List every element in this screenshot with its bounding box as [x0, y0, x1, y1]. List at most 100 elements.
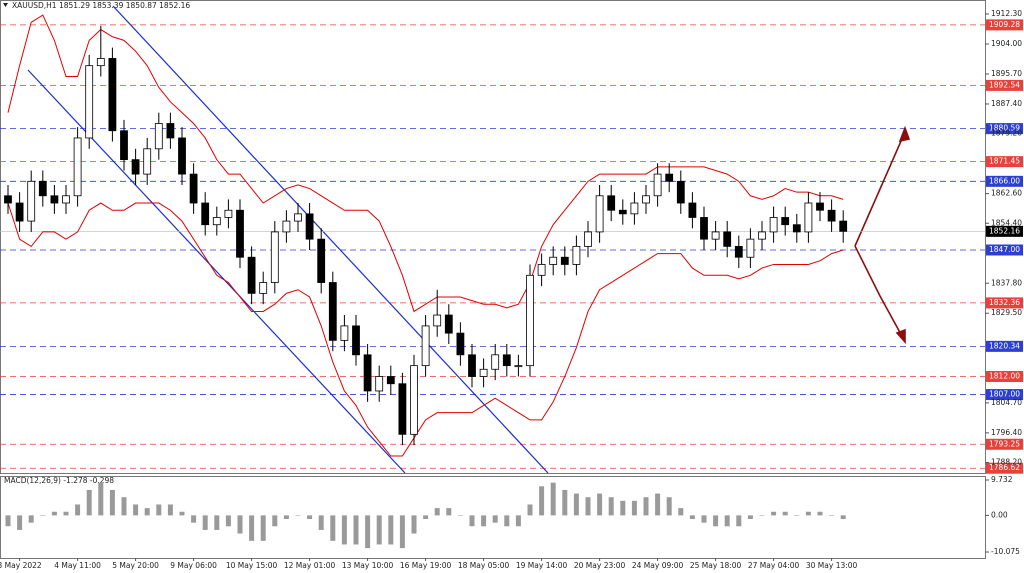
x-tick-label: 19 May 14:00 [516, 561, 568, 570]
level-box [986, 438, 1023, 450]
y-tick-label: 1879.20 [991, 129, 1022, 138]
macd-bar [202, 515, 208, 530]
macd-bar [225, 515, 231, 527]
macd-bar [411, 515, 417, 534]
macd-bar [63, 511, 69, 516]
macd-bar [446, 508, 452, 516]
macd-bar [539, 486, 545, 516]
macd-bar [423, 515, 429, 520]
macd-bar [515, 515, 521, 527]
candle-body [4, 195, 12, 204]
candle-body [62, 195, 70, 204]
x-tick-label: 16 May 19:00 [400, 561, 452, 570]
candle-body [618, 209, 627, 215]
candle-body [236, 209, 244, 258]
macd-bar [330, 515, 336, 541]
macd-bar [829, 515, 835, 516]
candle-body [456, 332, 465, 356]
macd-bar [75, 504, 81, 516]
macd-panel [0, 476, 986, 559]
macd-bar [492, 515, 498, 523]
candle-body [804, 202, 813, 233]
candle-body [676, 180, 685, 204]
macd-bar [608, 497, 614, 516]
candle-body [375, 376, 384, 392]
x-tick-label: 12 May 01:00 [284, 561, 336, 570]
x-tick-label: 25 May 18:00 [690, 561, 742, 570]
candle-body [479, 368, 488, 377]
candle-body [734, 245, 743, 258]
level-box [986, 156, 1023, 168]
macd-tick-label: 9.732 [991, 475, 1013, 484]
header-icon [3, 3, 8, 7]
candle-body [50, 195, 59, 204]
level-box [986, 297, 1023, 309]
candle-body [595, 195, 604, 233]
candle-body [27, 180, 36, 222]
level-box [986, 19, 1023, 31]
macd-bar [353, 515, 359, 545]
macd-bar [840, 515, 846, 520]
x-tick-label: 10 May 15:00 [226, 561, 278, 570]
channel-line [27, 69, 406, 474]
y-tick-label: 1912.30 [991, 9, 1022, 18]
main-panel [0, 0, 986, 474]
macd-bar [318, 515, 324, 530]
macd-bar [689, 515, 695, 520]
y-tick-label: 1829.50 [991, 308, 1022, 317]
macd-bar [272, 515, 278, 527]
x-tick-label: 3 May 2022 [0, 561, 42, 570]
macd-bar [295, 515, 301, 516]
candle-body [212, 217, 221, 226]
macd-bar [481, 515, 487, 527]
macd-bar [678, 508, 684, 516]
macd-bar [713, 515, 719, 527]
chart-header: XAUUSD,H1 1851.29 1853.39 1850.87 1852.1… [12, 1, 190, 10]
x-tick-label: 30 May 13:00 [806, 561, 858, 570]
y-tick-label: 1904.00 [991, 39, 1022, 48]
macd-bar [736, 515, 742, 527]
candle-body [259, 282, 268, 294]
y-tick-label: 1788.20 [991, 458, 1022, 467]
candle-body [38, 180, 47, 197]
candle-body [178, 137, 186, 175]
candle-body [502, 354, 511, 367]
level-label: 1786.62 [989, 463, 1020, 472]
level-label: 1832.36 [989, 298, 1020, 307]
candle-body [572, 245, 581, 265]
level-box [986, 175, 1023, 187]
level-label: 1812.00 [989, 371, 1020, 380]
level-label: 1892.54 [989, 80, 1020, 89]
level-box [986, 244, 1023, 256]
candle-body [15, 202, 24, 222]
level-label: 1909.28 [989, 20, 1020, 29]
candle-body [746, 238, 755, 258]
candle-body [247, 256, 256, 294]
x-tick-label: 24 May 09:00 [632, 561, 684, 570]
macd-bar [597, 493, 603, 516]
macd-bar [747, 515, 753, 520]
macd-bar [51, 511, 57, 516]
candle-body [491, 354, 500, 370]
candle-body [363, 354, 372, 392]
candle-body [758, 231, 766, 240]
macd-label: MACD(12,26,9) -1.278 -0.298 [4, 476, 114, 485]
macd-bar [631, 500, 637, 516]
candle-body [154, 123, 163, 150]
candle-body [711, 231, 720, 240]
candle-body [537, 264, 546, 276]
candle-body [282, 220, 291, 233]
candle-body [352, 325, 360, 356]
candle-body [108, 58, 117, 132]
macd-bar [214, 515, 220, 530]
level-box [986, 370, 1023, 382]
macd-bar [341, 515, 347, 545]
candle-body [665, 173, 674, 182]
y-tick-label: 1862.60 [991, 189, 1022, 198]
macd-bar [365, 515, 371, 549]
macd-bar [40, 515, 46, 516]
macd-bar [794, 515, 800, 516]
channel-line [112, 5, 549, 474]
macd-bar [666, 497, 672, 516]
x-tick-label: 20 May 23:00 [574, 561, 626, 570]
